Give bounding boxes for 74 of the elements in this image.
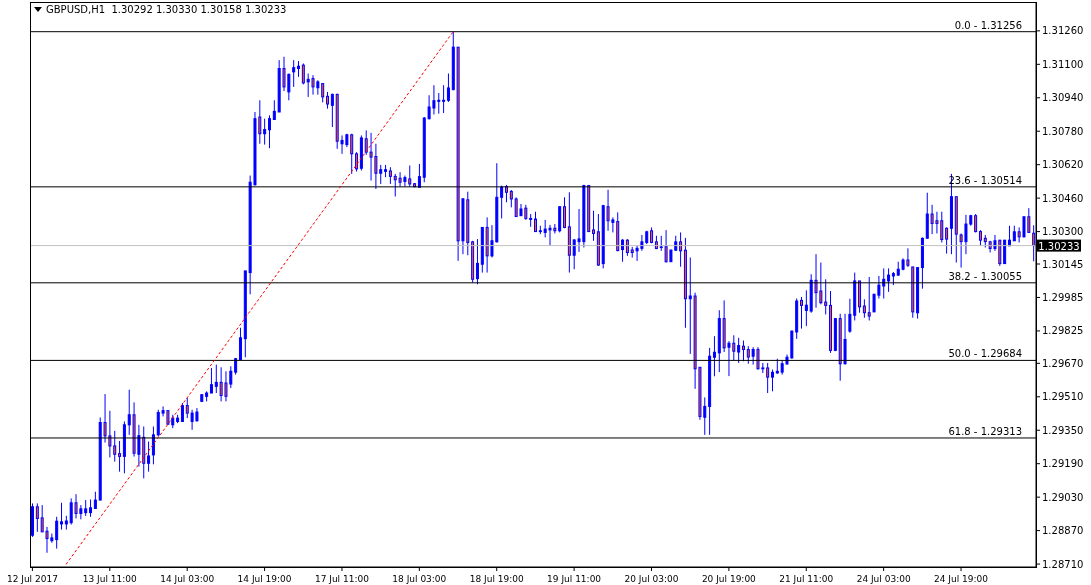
x-tick-label: 20 Jul 19:00 — [701, 574, 757, 584]
y-tick-label: 1.29825 — [1042, 325, 1084, 337]
x-tick-label: 20 Jul 03:00 — [624, 574, 679, 584]
candlestick — [238, 327, 242, 361]
y-tick-label: 1.30300 — [1042, 226, 1084, 238]
annotation: 0.0 - 1.31256 — [954, 19, 1022, 31]
candlestick — [621, 238, 625, 263]
y-tick-label: 1.29670 — [1042, 357, 1084, 369]
candlestick — [209, 367, 213, 394]
candlestick — [862, 298, 866, 319]
candlestick — [1003, 239, 1007, 265]
x-tick-label: 18 Jul 19:00 — [469, 574, 524, 584]
y-tick-label: 1.30620 — [1042, 159, 1084, 171]
candlestick — [330, 93, 334, 128]
candlestick — [741, 340, 745, 362]
candlestick — [263, 118, 267, 146]
candlestick — [1032, 224, 1036, 262]
candlestick — [592, 210, 596, 242]
annotation: 38.2 - 1.30055 — [948, 270, 1022, 282]
candlestick — [800, 296, 804, 330]
candlestick — [563, 196, 567, 229]
candlestick — [500, 185, 504, 219]
candlestick — [292, 59, 296, 88]
y-tick-label: 1.29190 — [1042, 458, 1084, 470]
candlestick — [446, 73, 450, 103]
y-tick-label: 1.31260 — [1042, 25, 1084, 37]
candlestick — [151, 425, 155, 465]
y-tick-label: 1.31100 — [1042, 58, 1084, 70]
annotation: 61.8 - 1.29313 — [948, 425, 1022, 437]
y-tick-label: 1.30780 — [1042, 125, 1084, 137]
x-tick-label: 24 Jul 03:00 — [856, 574, 911, 584]
y-tick-label: 1.28710 — [1042, 558, 1084, 570]
candlestick — [55, 516, 59, 550]
x-tick-label: 19 Jul 11:00 — [547, 574, 602, 584]
candlestick — [60, 502, 64, 531]
candlestick — [272, 99, 276, 121]
candlestick — [147, 441, 151, 473]
text: 1.30233 — [1038, 240, 1080, 252]
y-tick-label: 1.29030 — [1042, 491, 1084, 503]
candlestick — [417, 163, 421, 188]
x-tick-label: 24 Jul 19:00 — [934, 574, 989, 584]
y-tick-label: 1.30145 — [1042, 258, 1084, 270]
y-tick-label: 1.29350 — [1042, 424, 1084, 436]
candlestick — [712, 335, 716, 377]
candlestick — [887, 267, 891, 293]
y-tick-label: 1.30940 — [1042, 92, 1084, 104]
candlestick — [737, 337, 741, 364]
y-tick-label: 1.28870 — [1042, 525, 1084, 537]
x-tick-label: 12 Jul 2017 — [6, 574, 58, 584]
candlestick — [534, 211, 537, 233]
candlestick — [35, 502, 39, 533]
x-tick-label: 17 Jul 11:00 — [314, 574, 370, 584]
y-tick-label: 1.30460 — [1042, 192, 1084, 204]
candlestick — [267, 114, 271, 149]
candlestick — [442, 84, 446, 114]
candlestick — [548, 224, 552, 247]
candlestick — [804, 289, 808, 327]
chart-title: GBPUSD,H1 1.30292 1.30330 1.30158 1.30233 — [46, 4, 287, 15]
x-tick-label: 14 Jul 03:00 — [160, 574, 215, 584]
candlestick — [180, 402, 184, 422]
x-tick-label: 14 Jul 19:00 — [237, 574, 292, 584]
annotation: 50.0 - 1.29684 — [948, 348, 1022, 360]
candlestick — [679, 231, 683, 268]
candlestick — [945, 226, 949, 255]
candlestick — [475, 238, 479, 285]
y-tick-label: 1.29985 — [1042, 292, 1084, 304]
x-tick-label: 21 Jul 11:00 — [779, 574, 834, 584]
candlestick — [355, 151, 359, 173]
x-tick-label: 18 Jul 03:00 — [392, 574, 447, 584]
candlestick — [118, 440, 122, 473]
y-tick-label: 1.29510 — [1042, 391, 1084, 403]
x-tick-label: 13 Jul 11:00 — [82, 574, 138, 584]
candlestick — [766, 362, 770, 394]
candlestick — [770, 369, 774, 392]
